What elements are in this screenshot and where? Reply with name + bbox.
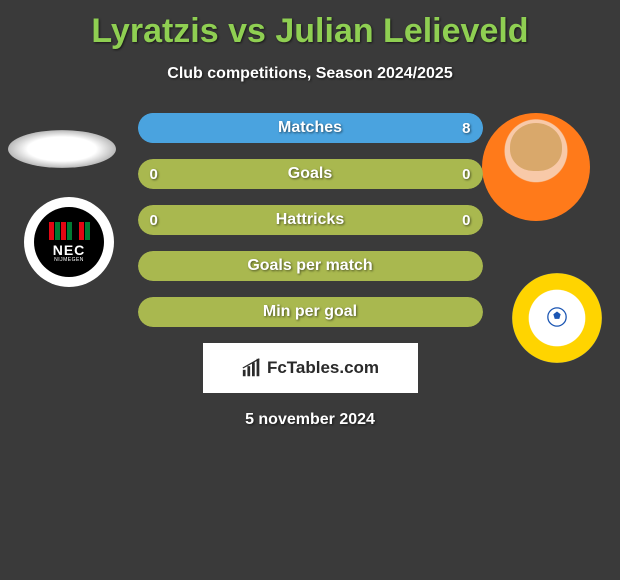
stat-label: Min per goal bbox=[263, 303, 357, 321]
player-left-photo bbox=[8, 130, 116, 168]
stat-row: 0 Goals 0 bbox=[138, 159, 483, 189]
comparison-content: NEC NIJMEGEN Matches 8 0 Goals 0 0 Hattricks 0 G… bbox=[0, 113, 620, 429]
stat-row: Min per goal bbox=[138, 297, 483, 327]
stat-label: Matches bbox=[278, 119, 342, 137]
subtitle: Club competitions, Season 2024/2025 bbox=[0, 65, 620, 83]
date-text: 5 november 2024 bbox=[0, 411, 620, 429]
club-left-sub: NIJMEGEN bbox=[54, 257, 84, 263]
soccer-ball-icon bbox=[546, 306, 568, 328]
club-left-badge: NEC NIJMEGEN bbox=[24, 197, 114, 287]
stat-label: Goals bbox=[288, 165, 332, 183]
club-right-badge bbox=[512, 273, 602, 363]
stat-right-value: 0 bbox=[462, 166, 470, 183]
stat-row: 0 Hattricks 0 bbox=[138, 205, 483, 235]
stat-row: Goals per match bbox=[138, 251, 483, 281]
stat-left-value: 0 bbox=[150, 212, 158, 229]
stat-rows: Matches 8 0 Goals 0 0 Hattricks 0 Goals per matc… bbox=[138, 113, 483, 327]
stat-left-value: 0 bbox=[150, 166, 158, 183]
page-title: Lyratzis vs Julian Lelieveld bbox=[0, 0, 620, 51]
brand-box: FcTables.com bbox=[203, 343, 418, 393]
brand-text: FcTables.com bbox=[267, 358, 379, 378]
stat-label: Goals per match bbox=[247, 257, 372, 275]
stat-label: Hattricks bbox=[276, 211, 344, 229]
chart-bars-icon bbox=[241, 357, 263, 379]
player-right-photo bbox=[482, 113, 590, 221]
stat-row: Matches 8 bbox=[138, 113, 483, 143]
stat-right-value: 8 bbox=[462, 120, 470, 137]
club-left-name: NEC bbox=[53, 242, 86, 258]
nec-stripes bbox=[49, 222, 90, 240]
stat-right-value: 0 bbox=[462, 212, 470, 229]
